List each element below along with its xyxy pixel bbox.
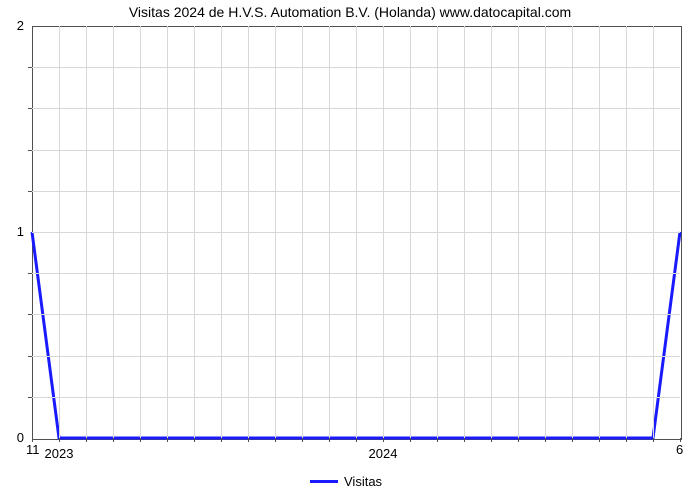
- x-minor-tick: [221, 438, 222, 442]
- x-minor-tick: [653, 438, 654, 442]
- x-gridline: [599, 26, 600, 438]
- x-minor-tick: [302, 438, 303, 442]
- x-minor-tick: [32, 438, 33, 442]
- x-tick-label: 2023: [29, 446, 89, 461]
- x-gridline: [653, 26, 654, 438]
- x-gridline: [194, 26, 195, 438]
- x-minor-tick: [491, 438, 492, 442]
- y-tick-label: 0: [0, 430, 24, 445]
- x-gridline: [410, 26, 411, 438]
- x-minor-tick: [329, 438, 330, 442]
- x-minor-tick: [59, 438, 60, 442]
- x-minor-tick: [356, 438, 357, 442]
- y-tick-label: 2: [0, 18, 24, 33]
- x-minor-tick: [464, 438, 465, 442]
- x-gridline: [464, 26, 465, 438]
- x-minor-tick: [383, 438, 384, 442]
- x-gridline: [545, 26, 546, 438]
- x-minor-tick: [86, 438, 87, 442]
- x-minor-tick: [410, 438, 411, 442]
- legend-swatch: [310, 480, 338, 483]
- x-gridline: [275, 26, 276, 438]
- x-minor-tick: [599, 438, 600, 442]
- x-minor-tick: [518, 438, 519, 442]
- x-gridline: [113, 26, 114, 438]
- legend-label: Visitas: [344, 474, 382, 489]
- x-minor-tick: [572, 438, 573, 442]
- x-gridline: [59, 26, 60, 438]
- x-gridline: [572, 26, 573, 438]
- x-gridline: [140, 26, 141, 438]
- x-gridline: [518, 26, 519, 438]
- x-gridline: [383, 26, 384, 438]
- x-minor-tick: [275, 438, 276, 442]
- x-gridline: [329, 26, 330, 438]
- x-minor-tick: [545, 438, 546, 442]
- series-line: [0, 0, 700, 500]
- x-minor-tick: [626, 438, 627, 442]
- x-gridline: [626, 26, 627, 438]
- x-gridline: [86, 26, 87, 438]
- x-minor-tick: [437, 438, 438, 442]
- x-minor-tick: [194, 438, 195, 442]
- x-tick-label: 2024: [353, 446, 413, 461]
- x-gridline: [491, 26, 492, 438]
- x-minor-tick: [167, 438, 168, 442]
- x-minor-tick: [140, 438, 141, 442]
- x-gridline: [248, 26, 249, 438]
- x-gridline: [437, 26, 438, 438]
- x-gridline: [302, 26, 303, 438]
- corner-label-br: 6: [676, 442, 683, 457]
- x-gridline: [221, 26, 222, 438]
- x-minor-tick: [113, 438, 114, 442]
- legend: Visitas: [310, 474, 382, 489]
- x-gridline: [167, 26, 168, 438]
- y-tick-label: 1: [0, 224, 24, 239]
- x-minor-tick: [680, 438, 681, 442]
- x-gridline: [356, 26, 357, 438]
- x-minor-tick: [248, 438, 249, 442]
